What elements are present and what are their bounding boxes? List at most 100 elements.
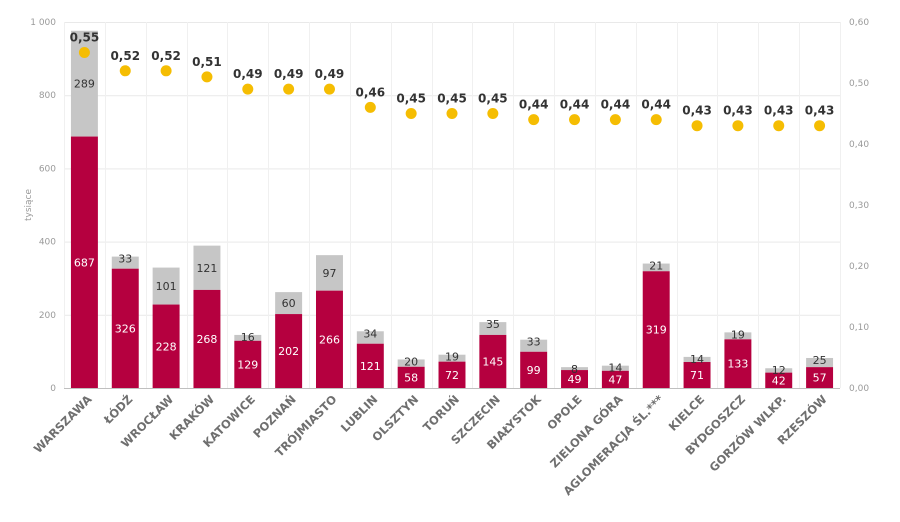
ratio-point xyxy=(364,101,376,113)
bar-segment-2 xyxy=(601,365,629,371)
bar-label-segment-2: 34 xyxy=(363,327,377,340)
ratio-point xyxy=(446,108,458,119)
bar-label-segment-2: 33 xyxy=(118,253,132,266)
bar-segment-1 xyxy=(193,289,221,388)
y-tick-label: 800 xyxy=(39,91,56,101)
bar-label-segment-2: 35 xyxy=(486,318,500,331)
y-axis-label: tysiące xyxy=(24,189,34,222)
y2-tick-label: 0,20 xyxy=(849,262,869,272)
ratio-point xyxy=(323,83,335,95)
bar-label-segment-1: 47 xyxy=(608,373,622,386)
ratio-point xyxy=(569,114,581,126)
y-axis-right: 0,00 0,10 0,20 0,30 0,40 0,50 0,60 xyxy=(849,18,869,394)
bar-label-segment-2: 101 xyxy=(156,280,177,293)
ratio-label: 0,45 xyxy=(478,92,508,106)
bar-label-segment-2: 25 xyxy=(813,354,827,367)
ratio-point xyxy=(405,108,417,119)
ratio-label: 0,49 xyxy=(315,67,345,81)
points: 0,55 0,52 0,52 0,51 0,49 0,49 0,49 0,46 0,45 0,45… xyxy=(70,31,835,132)
bar-label-segment-1: 71 xyxy=(690,369,704,382)
bar-label-segment-1: 49 xyxy=(568,373,582,386)
bar-segment-1 xyxy=(601,370,629,388)
ratio-label: 0,49 xyxy=(233,67,263,81)
ratio-label: 0,43 xyxy=(805,104,835,118)
bar-segment-1 xyxy=(724,339,752,388)
bar-segment-2 xyxy=(642,263,670,272)
category-label: KIELCE xyxy=(666,392,708,434)
ratio-point xyxy=(119,65,131,77)
bar-segment-2 xyxy=(724,332,752,340)
bar-label-segment-2: 19 xyxy=(445,351,459,364)
bar-label-segment-2: 14 xyxy=(608,362,622,375)
bar-label-segment-1: 268 xyxy=(196,333,217,346)
bar-label-segment-1: 326 xyxy=(115,322,136,335)
y2-tick-label: 0,30 xyxy=(849,201,869,211)
bar-segment-2 xyxy=(356,331,384,344)
y2-tick-label: 0,50 xyxy=(849,79,869,89)
ratio-label: 0,51 xyxy=(192,55,222,69)
ratio-point xyxy=(650,114,662,126)
bar-segment-2 xyxy=(152,267,180,305)
x-axis-categories: WARSZAWA ŁÓDŹWROCŁAWKRAKÓWKATOWICEPOZNAŃT… xyxy=(31,391,830,498)
bar-segment-1 xyxy=(683,362,711,388)
category-label: TORUŃ xyxy=(419,392,462,435)
ratio-point xyxy=(242,83,254,95)
ratio-label: 0,49 xyxy=(274,67,304,81)
bar-label-segment-2: 19 xyxy=(731,328,745,341)
ratio-label: 0,45 xyxy=(437,92,467,106)
bar-label-segment-1: 145 xyxy=(482,355,503,368)
ratio-label: 0,52 xyxy=(151,49,181,63)
bar-label-segment-1: 266 xyxy=(319,333,340,346)
ratio-label: 0,44 xyxy=(519,98,549,112)
bar-label-segment-1: 57 xyxy=(813,372,827,385)
ratio-label: 0,44 xyxy=(641,98,671,112)
bar-label-segment-1: 228 xyxy=(156,340,177,353)
y2-tick-label: 0,10 xyxy=(849,323,869,333)
bar-label-segment-2: 16 xyxy=(241,331,255,344)
bar-label-segment-1: 72 xyxy=(445,369,459,382)
y2-tick-label: 0,00 xyxy=(849,384,869,394)
category-label: GORZÓW WLKP. xyxy=(706,392,789,475)
ratio-point xyxy=(732,120,744,132)
category-label: ŁÓDŹ xyxy=(100,392,136,428)
bar-label-segment-2: 121 xyxy=(196,262,217,275)
bar-label-segment-2: 20 xyxy=(404,355,418,368)
ratio-point xyxy=(201,71,213,83)
ratio-point xyxy=(487,108,499,119)
bar-segment-1 xyxy=(275,314,303,388)
bar-segment-1 xyxy=(234,340,262,388)
y-tick-label: 200 xyxy=(39,311,56,321)
category-label: WARSZAWA xyxy=(31,392,95,456)
bar-label-segment-1: 121 xyxy=(360,360,381,373)
ratio-label: 0,46 xyxy=(356,85,386,99)
bar-segment-1 xyxy=(356,343,384,388)
bar-label-segment-1: 58 xyxy=(404,371,418,384)
bar-segment-1 xyxy=(111,268,139,388)
y-tick-label: 1 000 xyxy=(30,18,56,28)
bar-segment-2 xyxy=(765,368,793,373)
y2-tick-label: 0,60 xyxy=(849,18,869,28)
bar-segment-1 xyxy=(438,361,466,388)
ratio-point xyxy=(691,120,703,132)
ratio-point xyxy=(609,114,621,126)
bar-segment-2 xyxy=(520,339,548,352)
bar-label-segment-2: 14 xyxy=(690,353,704,366)
ratio-label: 0,44 xyxy=(601,98,631,112)
y-tick-label: 600 xyxy=(39,164,56,174)
ratio-label: 0,45 xyxy=(396,92,426,106)
ratio-label: 0,44 xyxy=(560,98,590,112)
bar-segment-1 xyxy=(520,351,548,388)
bar-segment-1 xyxy=(806,367,834,388)
bars: 687 289 326 33 228 101 268 121 129 16 202 60 266 97 12… xyxy=(70,30,834,388)
y-tick-label: 400 xyxy=(39,238,56,248)
bar-segment-2 xyxy=(438,354,466,362)
ratio-point xyxy=(814,120,826,132)
ratio-point xyxy=(160,65,172,77)
bar-segment-1 xyxy=(642,271,670,388)
bar-label-segment-2: 12 xyxy=(772,364,786,377)
bar-segment-2 xyxy=(275,292,303,315)
grid xyxy=(64,22,841,388)
ratio-label: 0,43 xyxy=(764,104,794,118)
bar-label-segment-1: 129 xyxy=(237,358,258,371)
bar-label-segment-1: 99 xyxy=(527,364,541,377)
